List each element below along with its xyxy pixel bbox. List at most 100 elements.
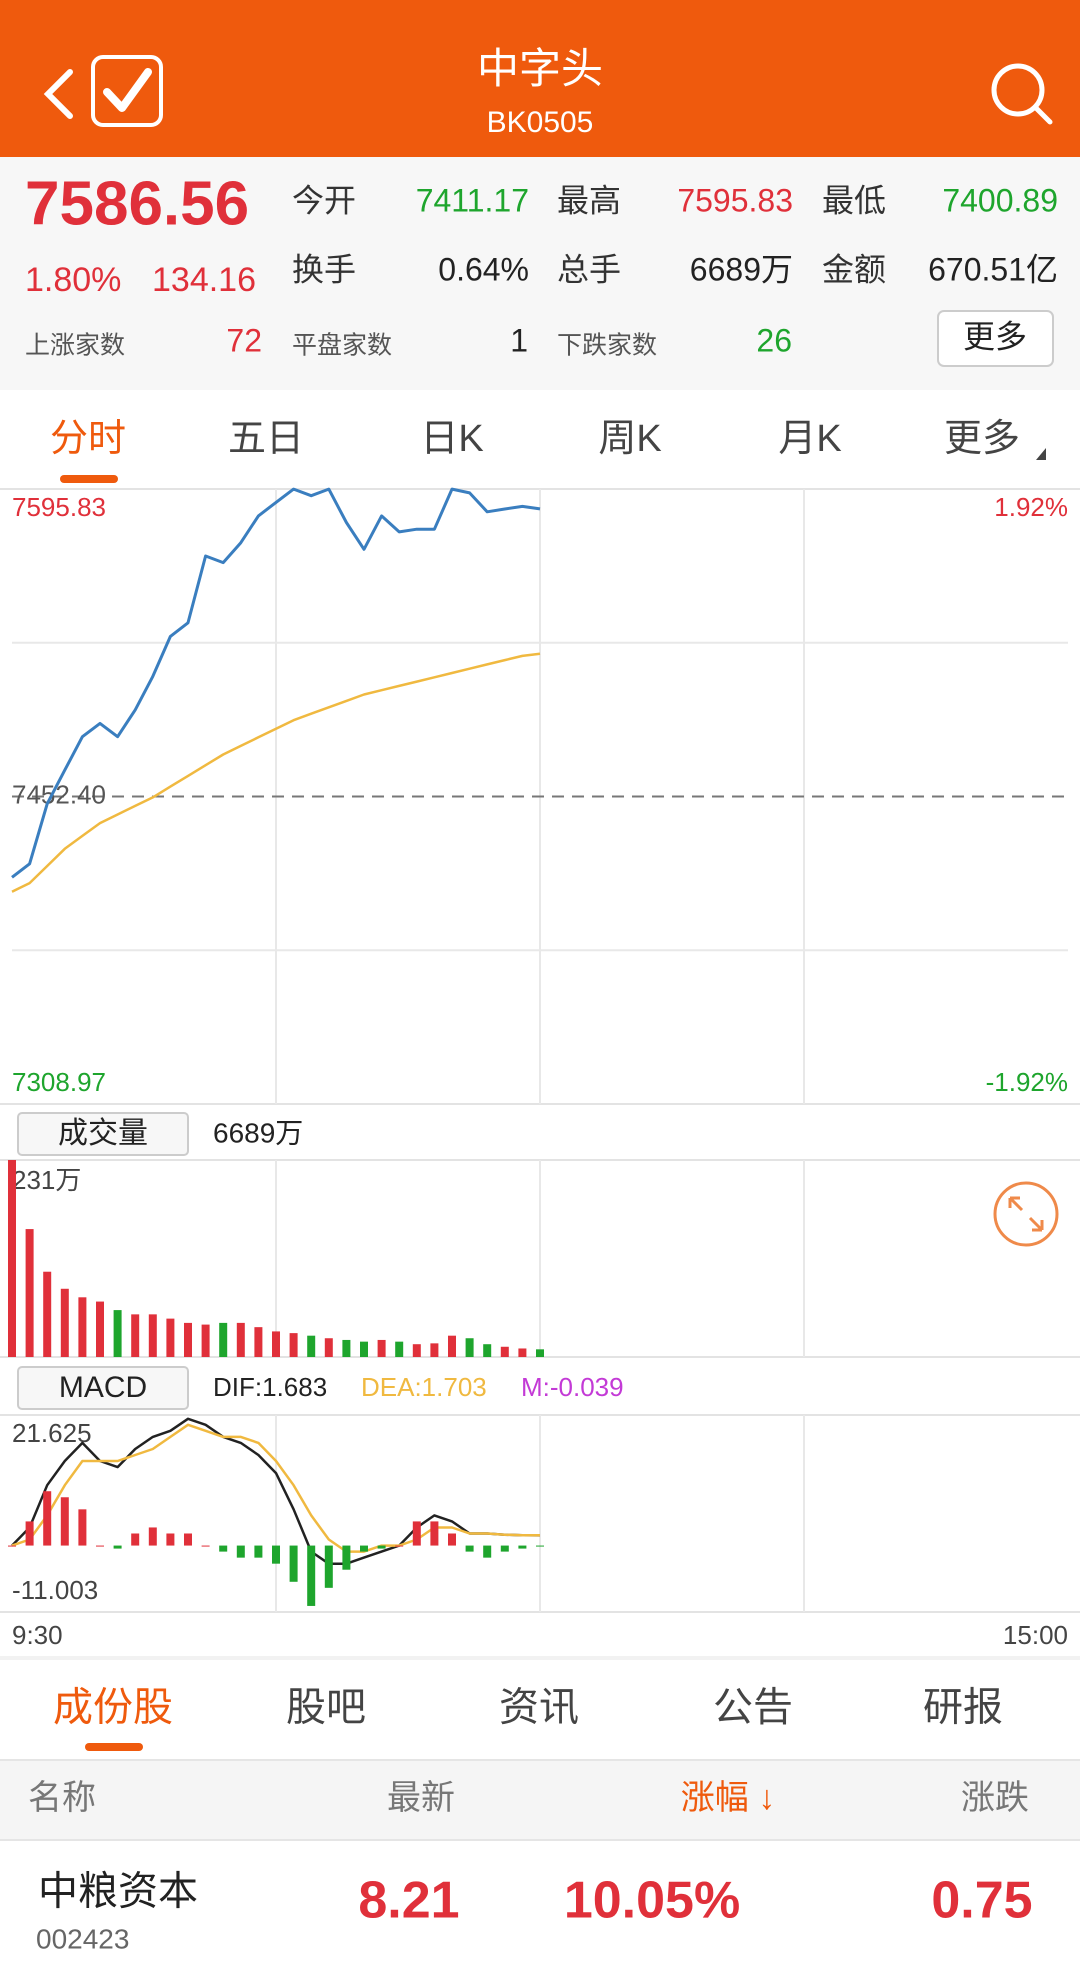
macd-bar	[272, 1545, 280, 1564]
panel-label: 成交量	[58, 1117, 148, 1150]
panel-label-box[interactable]	[17, 1112, 189, 1156]
content-tab[interactable]: 研报	[923, 1686, 1003, 1730]
macd-bar	[360, 1545, 368, 1552]
legend-entry: DEA:1.703	[361, 1372, 487, 1402]
change: 134.16	[152, 261, 256, 299]
back-button[interactable]	[43, 69, 73, 119]
volume-bar	[166, 1318, 175, 1357]
macd-bar	[500, 1545, 509, 1552]
volume-bar	[254, 1327, 263, 1357]
dropdown-triangle	[1036, 448, 1046, 460]
stat-label: 换手	[292, 251, 356, 287]
macd-bar	[219, 1545, 228, 1552]
series-line	[11, 652, 541, 893]
stock-name[interactable]: 中粮资本	[38, 1870, 198, 1914]
macd-bar	[412, 1521, 421, 1546]
macd-bar	[307, 1545, 316, 1606]
macd-bar	[60, 1497, 69, 1546]
breadth-label: 下跌家数	[557, 332, 657, 360]
content-tab[interactable]: 公告	[713, 1686, 793, 1730]
stat-label: 今开	[292, 182, 356, 218]
stock-price: 8.21	[358, 1872, 459, 1930]
y2-tick-label: 1.92%	[994, 492, 1068, 522]
macd-bar	[25, 1521, 34, 1546]
volume-bar	[307, 1335, 316, 1357]
stat-value: 7411.17	[416, 182, 529, 218]
code: BK0505	[487, 106, 594, 139]
content-tab[interactable]: 成份股	[53, 1686, 173, 1730]
macd-bar	[448, 1533, 456, 1546]
column-header[interactable]: 最新	[387, 1779, 455, 1817]
stat-value: 670.51亿	[928, 251, 1058, 287]
search-button[interactable]	[991, 63, 1053, 125]
macd-bar	[78, 1509, 87, 1546]
volume-bar	[219, 1322, 228, 1357]
volume-bar	[377, 1339, 386, 1357]
tab-indicator	[60, 475, 118, 483]
volume-bar	[483, 1344, 492, 1357]
volume-bar	[342, 1339, 351, 1357]
legend-entry: M:-0.039	[521, 1372, 624, 1402]
stock-code: 002423	[36, 1923, 129, 1954]
quote-panel	[0, 157, 1080, 390]
chart-tab[interactable]: 更多	[944, 418, 1020, 460]
volume-bar	[448, 1335, 456, 1357]
chart-tab[interactable]: 周K	[598, 418, 661, 460]
check-icon	[103, 68, 152, 112]
column-header[interactable]: 涨幅 ↓	[681, 1779, 775, 1817]
tab-indicator	[85, 1743, 143, 1751]
content-tab[interactable]: 股吧	[286, 1686, 366, 1730]
macd-bar	[113, 1545, 122, 1549]
volume-bar	[148, 1314, 157, 1357]
volume-bar	[518, 1348, 527, 1357]
stock-change-pct: 10.05%	[564, 1872, 740, 1930]
chart-tab[interactable]: 分时	[50, 418, 126, 460]
chart-tab[interactable]: 月K	[778, 418, 841, 460]
macd-bar	[324, 1545, 333, 1588]
column-header: 名称	[28, 1779, 96, 1817]
stat-label: 总手	[557, 251, 621, 287]
y-tick-label: 7308.97	[12, 1067, 106, 1097]
stat-value: 7400.89	[942, 182, 1058, 218]
legend-entry: DIF:1.683	[213, 1372, 327, 1402]
y2-tick-label: -1.92%	[986, 1067, 1068, 1097]
volume-bar	[412, 1344, 421, 1357]
content-tab[interactable]: 资讯	[499, 1686, 579, 1730]
chart-tab[interactable]: 五日	[228, 418, 304, 460]
series-line	[11, 1423, 540, 1553]
volume-bar	[201, 1324, 210, 1357]
panel-label-box[interactable]	[17, 1366, 189, 1410]
macd-bar	[184, 1533, 192, 1546]
title: 中字头	[477, 45, 603, 92]
macd-bar	[96, 1545, 104, 1547]
chart-tab[interactable]: 日K	[420, 418, 483, 460]
volume-bar	[536, 1349, 544, 1357]
more-button[interactable]	[937, 310, 1054, 367]
y-tick-label: 21.625	[12, 1418, 92, 1448]
panel-label: MACD	[59, 1371, 147, 1404]
volume-bar	[236, 1322, 245, 1357]
table-header	[0, 1760, 1080, 1840]
macd-bar	[377, 1545, 386, 1549]
macd-bar	[131, 1533, 140, 1546]
stat-value: 7595.83	[677, 182, 793, 218]
volume-bar	[131, 1314, 140, 1357]
expand-button[interactable]	[993, 1181, 1059, 1247]
volume-bar	[43, 1271, 52, 1357]
volume-bar	[289, 1333, 298, 1357]
volume-bar	[184, 1322, 192, 1357]
macd-bar	[342, 1545, 351, 1570]
breadth-value: 26	[756, 322, 792, 358]
volume-bar	[60, 1288, 69, 1357]
volume-bar	[360, 1341, 368, 1357]
volume-bar	[25, 1229, 34, 1357]
volume-total: 6689万	[213, 1117, 303, 1148]
column-header[interactable]: 涨跌	[961, 1779, 1029, 1817]
volume-bar	[465, 1338, 474, 1357]
volume-bar	[8, 1160, 16, 1357]
macd-bar	[518, 1545, 527, 1549]
tab-bar	[0, 390, 1080, 490]
macd-bar	[465, 1545, 474, 1552]
stat-value: 0.64%	[438, 251, 529, 287]
top-bar	[0, 0, 1080, 157]
